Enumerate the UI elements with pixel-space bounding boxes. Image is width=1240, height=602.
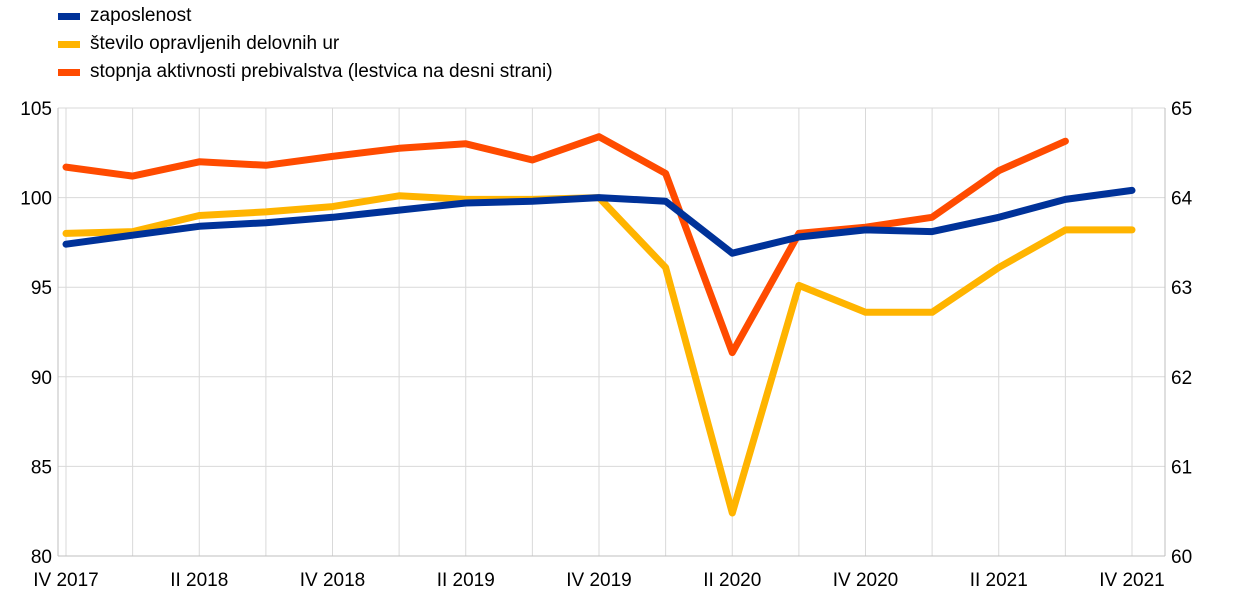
legend-label-hours-worked: število opravljenih delovnih ur: [90, 33, 340, 54]
legend-swatch-hours-worked: [58, 40, 80, 48]
x-tick-label: II 2019: [437, 570, 495, 591]
y-left-tick-label: 90: [31, 368, 52, 389]
grid-layer: [58, 107, 1165, 557]
series-line-2: [62, 133, 1069, 357]
legend-label-participation-rate: stopnja aktivnosti prebivalstva (lestvic…: [90, 61, 553, 82]
y-right-tick-label: 61: [1171, 457, 1192, 478]
y-left-tick-label: 80: [31, 547, 52, 568]
series-line-0: [62, 186, 1136, 257]
y-right-tick-label: 60: [1171, 547, 1192, 568]
tick-label-layer: 105 100 95 90 85 80 65 64 63 62 61 60 IV 2017 II 2018…: [20, 99, 1192, 591]
y-left-tick-label: 85: [31, 457, 52, 478]
legend-item-hours-worked: število opravljenih delovnih ur: [58, 30, 553, 58]
x-tick-label: II 2018: [170, 570, 228, 591]
x-tick-label: IV 2020: [833, 570, 899, 591]
x-tick-label: IV 2018: [300, 570, 366, 591]
legend: zaposlenost število opravljenih delovnih…: [58, 2, 553, 86]
x-tick-label: IV 2019: [566, 570, 632, 591]
y-right-tick-label: 62: [1171, 368, 1192, 389]
y-left-tick-label: 95: [31, 278, 52, 299]
legend-item-employment: zaposlenost: [58, 2, 553, 30]
legend-swatch-participation-rate: [58, 68, 80, 76]
y-left-tick-label: 100: [20, 189, 52, 210]
y-right-tick-label: 63: [1171, 278, 1192, 299]
y-right-tick-label: 65: [1171, 99, 1192, 120]
y-left-tick-label: 105: [20, 99, 52, 120]
x-tick-label: IV 2017: [33, 570, 99, 591]
series-layer: [62, 133, 1136, 517]
y-right-tick-label: 64: [1171, 189, 1193, 210]
x-tick-label: II 2021: [970, 570, 1028, 591]
legend-label-employment: zaposlenost: [90, 5, 192, 26]
x-tick-label: II 2020: [703, 570, 761, 591]
legend-swatch-employment: [58, 12, 80, 20]
x-tick-label: IV 2021: [1099, 570, 1165, 591]
axis-layer: [57, 108, 1166, 557]
legend-item-participation-rate: stopnja aktivnosti prebivalstva (lestvic…: [58, 58, 553, 86]
